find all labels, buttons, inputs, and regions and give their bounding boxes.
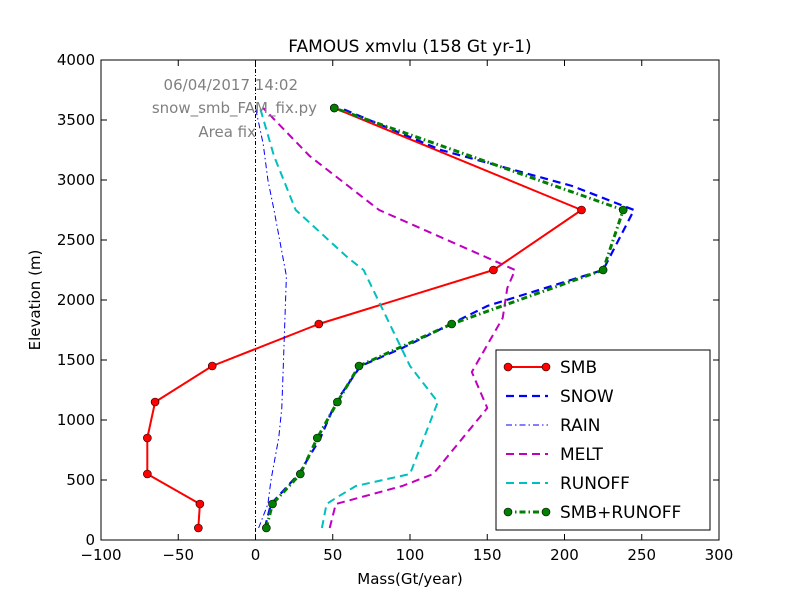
series-line-melt: [262, 107, 517, 529]
y-tick-label: 1000: [57, 411, 95, 429]
data-point-smb: [143, 469, 152, 479]
data-point-smb-runoff: [598, 265, 608, 275]
legend-item-smb-runoff: SMB+RUNOFF: [503, 503, 681, 523]
data-point-smb-runoff: [333, 397, 342, 407]
y-axis-label: Elevation (m): [26, 250, 44, 351]
series-line-rain: [255, 107, 287, 529]
annotation-date: 06/04/2017 14:02: [164, 76, 298, 94]
y-tick-label: 4000: [57, 51, 95, 69]
legend-box: [495, 349, 711, 531]
legend-label: RUNOFF: [560, 474, 630, 494]
legend-marker: [503, 362, 513, 372]
y-axis-ticks: 0 500 1000 1500 2000 2500 3000 3500 4000: [57, 51, 719, 549]
data-point-smb: [195, 499, 205, 509]
data-point-smb-runoff: [329, 103, 339, 113]
annotation-note: Area fix: [198, 123, 256, 141]
x-tick-label: 150: [473, 546, 502, 564]
data-point-smb: [150, 397, 160, 407]
plot-area: [143, 60, 636, 540]
legend-label: SMB: [560, 358, 597, 378]
legend-marker: [541, 507, 551, 517]
series-line-smb-runoff: [264, 106, 625, 529]
x-tick-label: 250: [627, 546, 656, 564]
legend-label: SMB+RUNOFF: [560, 503, 681, 523]
x-tick-label: 100: [396, 546, 425, 564]
x-tick-label: 200: [550, 546, 579, 564]
legend-label: RAIN: [560, 416, 600, 436]
series-line-smb: [146, 107, 583, 529]
data-point-smb-runoff: [447, 319, 457, 329]
y-tick-label: 500: [66, 471, 95, 489]
y-tick-label: 3500: [57, 111, 95, 129]
legend-item-runoff: RUNOFF: [506, 474, 630, 494]
x-tick-label: −50: [162, 546, 194, 564]
series-smb-runoff: [262, 103, 628, 533]
data-point-smb-runoff: [268, 499, 277, 509]
legend-item-smb: SMB: [503, 358, 597, 378]
series-line-runoff: [259, 107, 439, 529]
data-point-smb: [577, 205, 586, 215]
legend-marker: [541, 362, 551, 372]
x-tick-label: 50: [323, 546, 342, 564]
legend-label: MELT: [560, 445, 604, 465]
y-tick-label: 2000: [57, 291, 95, 309]
x-tick-label: 300: [705, 546, 734, 564]
y-tick-label: 1500: [57, 351, 95, 369]
legend: SMB SNOW RAIN MELT RUNOFF SMB+RUNOFF: [495, 349, 711, 531]
data-point-smb-runoff: [262, 523, 271, 533]
data-point-smb-runoff: [296, 469, 305, 479]
legend-item-snow: SNOW: [506, 387, 614, 407]
chart-title: FAMOUS xmvlu (158 Gt yr-1): [288, 37, 531, 57]
data-point-smb: [143, 433, 152, 443]
series-melt: [262, 107, 517, 529]
x-tick-label: 0: [251, 546, 261, 564]
data-point-smb-runoff: [618, 205, 628, 215]
annotation-script: snow_smb_FAM_fix.py: [152, 99, 317, 118]
data-point-smb-runoff: [312, 433, 322, 443]
legend-marker: [503, 507, 513, 517]
annotation-text: 06/04/2017 14:02 snow_smb_FAM_fix.py Are…: [152, 76, 317, 141]
y-tick-label: 0: [85, 531, 95, 549]
data-point-smb: [207, 361, 217, 371]
series-smb: [143, 103, 586, 533]
series-runoff: [259, 107, 439, 529]
y-tick-label: 3000: [57, 171, 95, 189]
legend-item-rain: RAIN: [506, 416, 600, 436]
y-tick-label: 2500: [57, 231, 95, 249]
data-point-smb-runoff: [354, 361, 364, 371]
x-tick-label: −100: [80, 546, 121, 564]
x-axis-label: Mass(Gt/year): [357, 570, 463, 588]
x-axis-ticks: −100 −50 0 50 100 150 200 250 300: [80, 60, 733, 564]
data-point-smb: [314, 319, 324, 329]
legend-label: SNOW: [560, 387, 614, 407]
series-rain: [255, 107, 287, 529]
legend-item-melt: MELT: [506, 445, 604, 465]
data-point-smb: [194, 523, 203, 533]
data-point-smb: [489, 265, 498, 275]
